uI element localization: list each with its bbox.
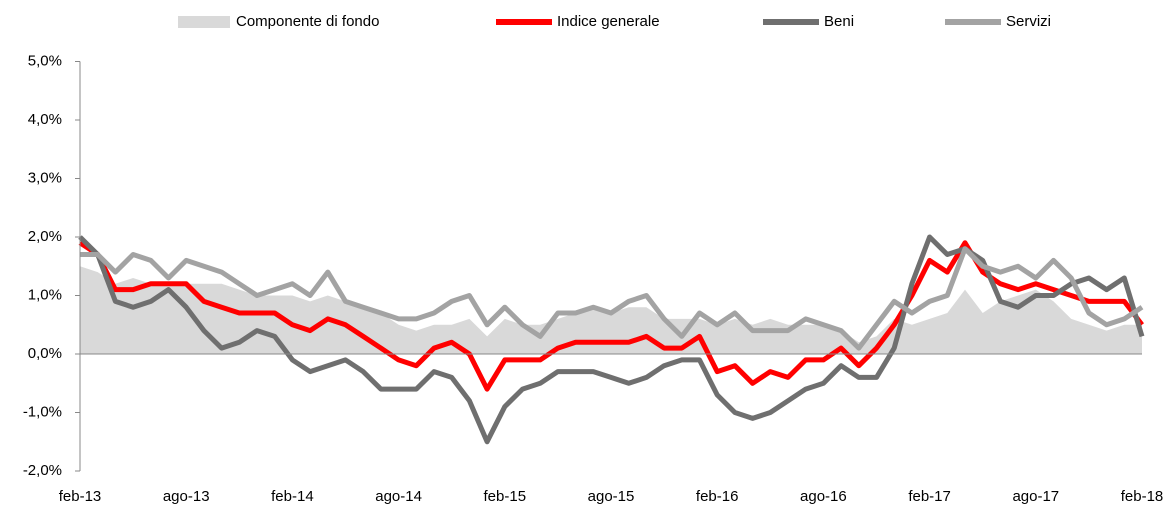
y-tick-label: 5,0% <box>28 52 62 69</box>
legend-label: Servizi <box>1006 13 1051 30</box>
x-tick-label: ago-16 <box>800 488 847 505</box>
x-tick-label: feb-13 <box>59 488 102 505</box>
y-tick-label: 1,0% <box>28 286 62 303</box>
y-tick-label: -2,0% <box>23 462 62 479</box>
line <box>78 240 1144 392</box>
y-tick-label: 2,0% <box>28 228 62 245</box>
legend-label: Componente di fondo <box>236 13 379 30</box>
line <box>80 246 1144 351</box>
y-tick-label: 4,0% <box>28 111 62 128</box>
y-tick-label: 3,0% <box>28 169 62 186</box>
x-tick-label: ago-13 <box>163 488 210 505</box>
y-tick-label: 0,0% <box>28 345 62 362</box>
x-tick-label: feb-16 <box>696 488 739 505</box>
legend-label: Beni <box>824 13 854 30</box>
legend-swatch <box>178 16 230 28</box>
y-tick-label: -1,0% <box>23 403 62 420</box>
x-tick-label: feb-14 <box>271 488 314 505</box>
x-tick-label: ago-15 <box>588 488 635 505</box>
legend-label: Indice generale <box>557 13 660 30</box>
x-tick-label: ago-14 <box>375 488 422 505</box>
x-tick-label: feb-18 <box>1121 488 1164 505</box>
x-tick-label: feb-15 <box>484 488 527 505</box>
area <box>80 266 1142 354</box>
x-tick-label: ago-17 <box>1012 488 1059 505</box>
x-tick-label: feb-17 <box>908 488 951 505</box>
